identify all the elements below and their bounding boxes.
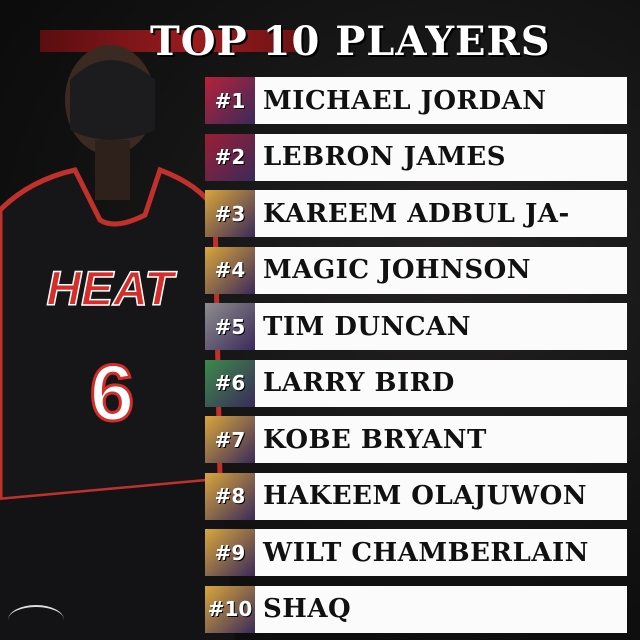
page-title: TOP 10 PLAYERS bbox=[150, 18, 551, 65]
player-name: WILT CHAMBERLAIN bbox=[255, 529, 627, 576]
rank-badge: #4 bbox=[205, 246, 255, 294]
player-photo: HEAT 6 bbox=[0, 45, 235, 640]
ourhoops-logo bbox=[8, 605, 64, 635]
player-row: #3 KAREEM ADBUL JA- bbox=[205, 190, 627, 237]
player-name: LARRY BIRD bbox=[255, 359, 627, 407]
rank-badge: #2 bbox=[205, 133, 255, 181]
player-row: #2 LEBRON JAMES bbox=[205, 133, 627, 181]
player-name: MICHAEL JORDAN bbox=[255, 77, 627, 124]
rank-badge: #7 bbox=[205, 416, 255, 463]
rank-badge: #9 bbox=[205, 529, 255, 576]
rank-badge: #3 bbox=[205, 190, 255, 237]
rank-badge: #8 bbox=[205, 472, 255, 520]
jersey-team: HEAT bbox=[46, 263, 177, 316]
rank-badge: #6 bbox=[205, 359, 255, 407]
player-row: #9 WILT CHAMBERLAIN bbox=[205, 529, 627, 576]
jersey-number: 6 bbox=[90, 348, 135, 437]
player-name: KOBE BRYANT bbox=[255, 416, 627, 463]
player-row: #5 TIM DUNCAN bbox=[205, 303, 627, 350]
player-row: #10 SHAQ bbox=[205, 585, 627, 633]
player-name: HAKEEM OLAJUWON bbox=[255, 472, 627, 520]
player-row: #1 MICHAEL JORDAN bbox=[205, 77, 627, 124]
player-name: MAGIC JOHNSON bbox=[255, 246, 627, 294]
player-name: SHAQ bbox=[255, 585, 627, 633]
player-row: #6 LARRY BIRD bbox=[205, 359, 627, 407]
rank-badge: #10 bbox=[205, 585, 255, 633]
player-name: LEBRON JAMES bbox=[255, 133, 627, 181]
player-row: #4 MAGIC JOHNSON bbox=[205, 246, 627, 294]
rank-badge: #1 bbox=[205, 77, 255, 124]
player-name: KAREEM ADBUL JA- bbox=[255, 190, 627, 237]
player-row: #8 HAKEEM OLAJUWON bbox=[205, 472, 627, 520]
player-name: TIM DUNCAN bbox=[255, 303, 627, 350]
player-row: #7 KOBE BRYANT bbox=[205, 416, 627, 463]
rank-badge: #5 bbox=[205, 303, 255, 350]
